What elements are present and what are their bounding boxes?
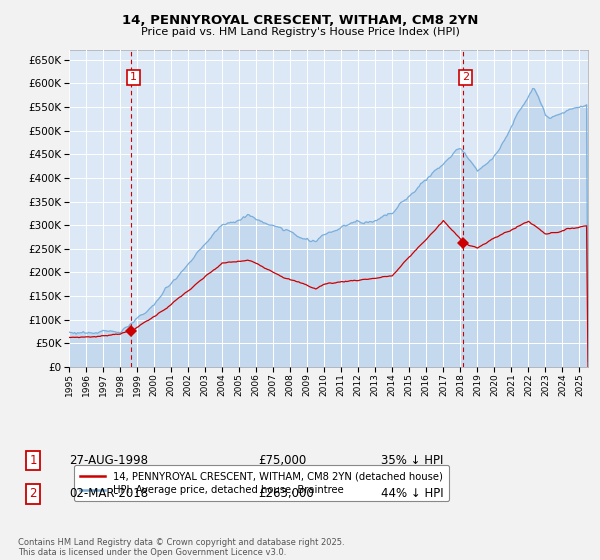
Text: Contains HM Land Registry data © Crown copyright and database right 2025.
This d: Contains HM Land Registry data © Crown c… [18,538,344,557]
Text: 35% ↓ HPI: 35% ↓ HPI [381,454,443,467]
Text: £263,000: £263,000 [258,487,314,501]
Text: £75,000: £75,000 [258,454,306,467]
Text: 02-MAR-2018: 02-MAR-2018 [69,487,148,501]
Text: 2: 2 [462,72,469,82]
Text: Price paid vs. HM Land Registry's House Price Index (HPI): Price paid vs. HM Land Registry's House … [140,27,460,37]
Text: 1: 1 [130,72,137,82]
Text: 1: 1 [29,454,37,467]
Text: 27-AUG-1998: 27-AUG-1998 [69,454,148,467]
Text: 2: 2 [29,487,37,501]
Text: 44% ↓ HPI: 44% ↓ HPI [381,487,443,501]
Text: 14, PENNYROYAL CRESCENT, WITHAM, CM8 2YN: 14, PENNYROYAL CRESCENT, WITHAM, CM8 2YN [122,14,478,27]
Legend: 14, PENNYROYAL CRESCENT, WITHAM, CM8 2YN (detached house), HPI: Average price, d: 14, PENNYROYAL CRESCENT, WITHAM, CM8 2YN… [74,465,449,501]
